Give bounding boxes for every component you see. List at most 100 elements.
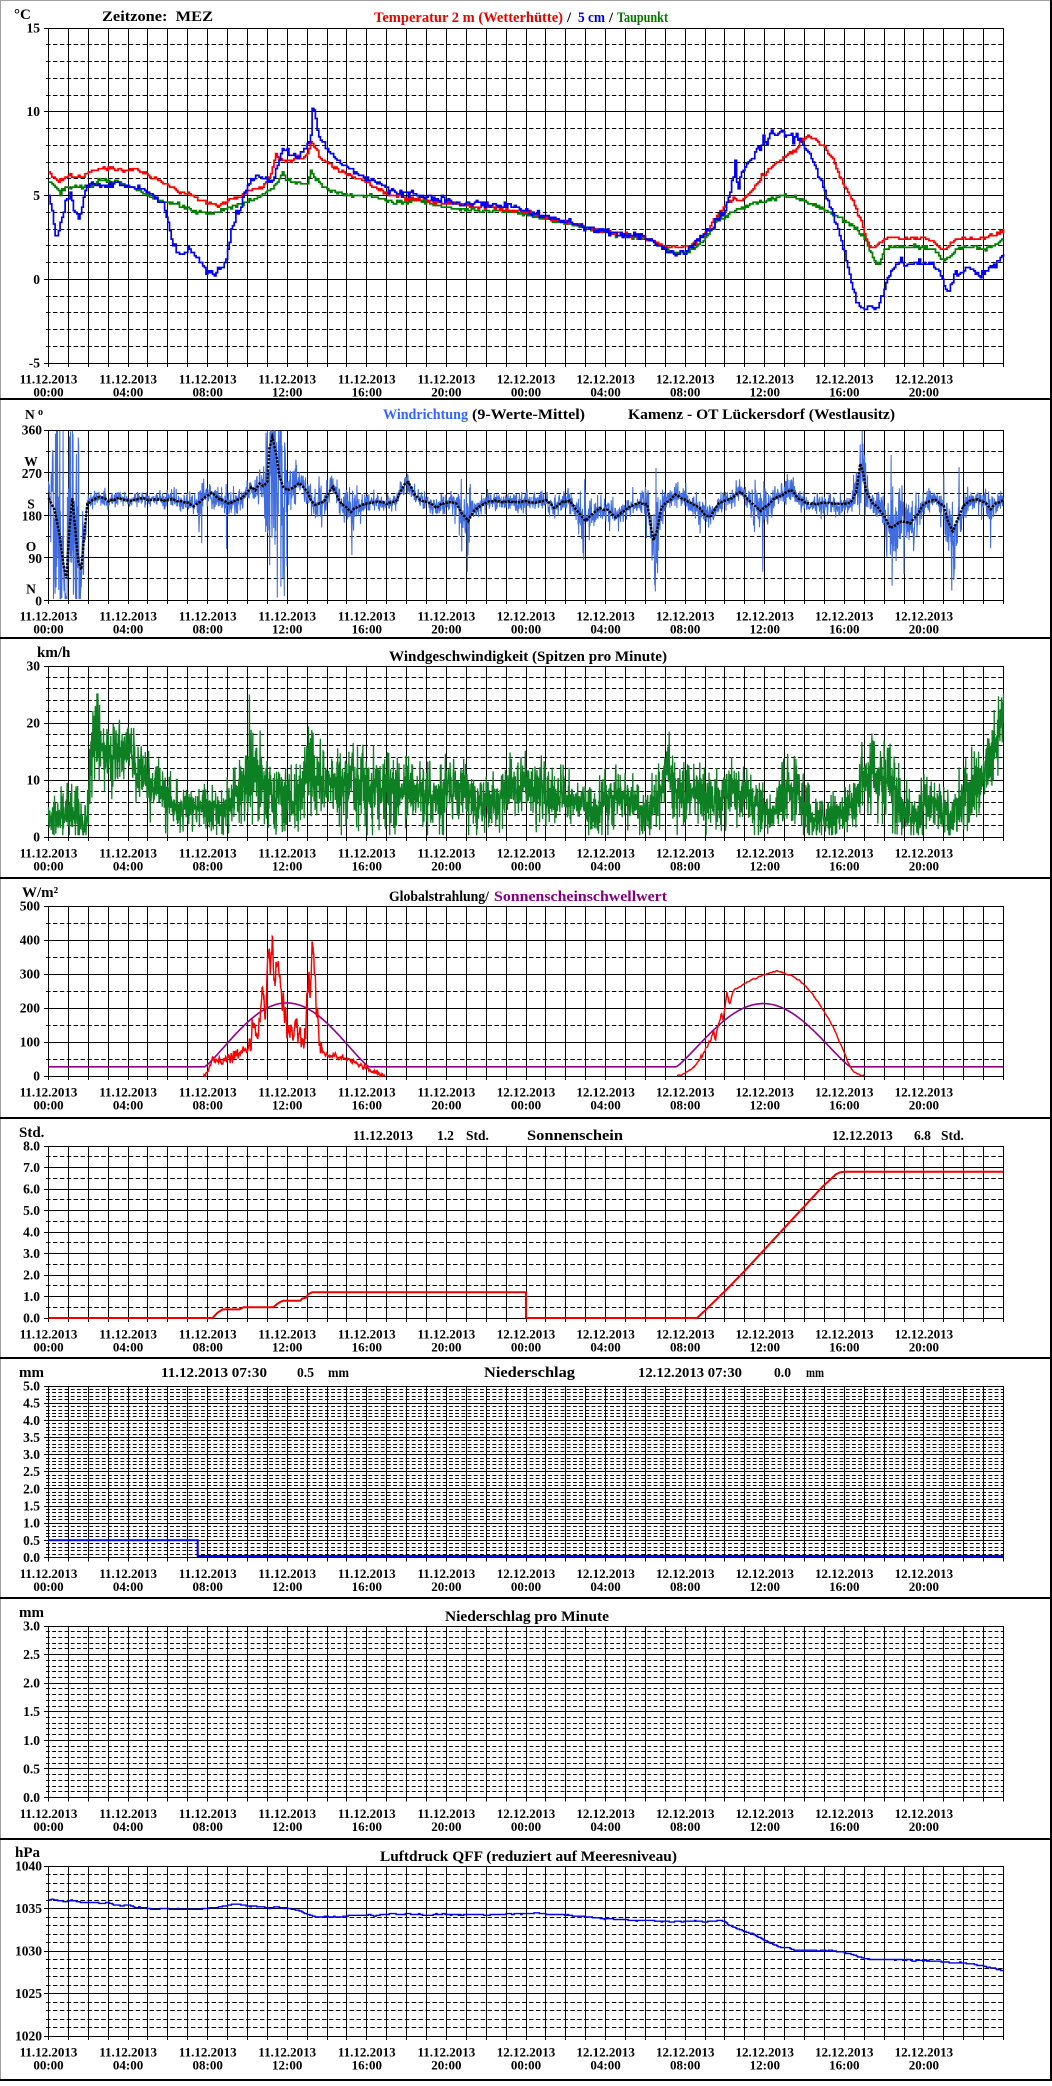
svg-text:12.12.2013: 12.12.2013 bbox=[576, 1327, 635, 1342]
svg-text:0.0: 0.0 bbox=[23, 1311, 40, 1326]
svg-text:12.12.2013: 12.12.2013 bbox=[656, 372, 715, 387]
svg-text:20:00: 20:00 bbox=[909, 1819, 939, 1834]
svg-text:10: 10 bbox=[27, 104, 41, 119]
svg-text:04:00: 04:00 bbox=[113, 385, 143, 400]
svg-text:08:00: 08:00 bbox=[670, 1098, 700, 1113]
svg-text:12.12.2013: 12.12.2013 bbox=[815, 1566, 874, 1581]
svg-text:o: o bbox=[38, 407, 43, 418]
svg-text:5: 5 bbox=[33, 188, 40, 203]
svg-text:08:00: 08:00 bbox=[193, 622, 223, 637]
svg-text:11.12.2013: 11.12.2013 bbox=[353, 1128, 413, 1143]
svg-text:12.12.2013: 12.12.2013 bbox=[576, 2045, 635, 2060]
svg-text:11.12.2013: 11.12.2013 bbox=[20, 1806, 78, 1821]
svg-text:5 cm: 5 cm bbox=[578, 10, 605, 26]
svg-text:08:00: 08:00 bbox=[670, 2058, 700, 2073]
svg-text:200: 200 bbox=[20, 1001, 41, 1016]
svg-text:O: O bbox=[26, 539, 37, 554]
svg-text:04:00: 04:00 bbox=[590, 1579, 620, 1594]
svg-text:Std.: Std. bbox=[466, 1128, 489, 1143]
svg-text:00:00: 00:00 bbox=[33, 859, 63, 874]
svg-text:S: S bbox=[27, 497, 35, 512]
svg-text:04:00: 04:00 bbox=[113, 1098, 143, 1113]
svg-text:0.5: 0.5 bbox=[23, 1761, 40, 1776]
svg-text:/: / bbox=[608, 10, 614, 26]
svg-text:20:00: 20:00 bbox=[909, 1340, 939, 1355]
svg-text:W: W bbox=[24, 454, 38, 469]
svg-text:16:00: 16:00 bbox=[352, 1819, 382, 1834]
svg-text:7.0: 7.0 bbox=[23, 1160, 40, 1175]
svg-text:11.12.2013: 11.12.2013 bbox=[20, 1085, 78, 1100]
svg-text:12.12.2013: 12.12.2013 bbox=[656, 1806, 715, 1821]
svg-text:04:00: 04:00 bbox=[590, 859, 620, 874]
svg-text:3.0: 3.0 bbox=[23, 1447, 40, 1462]
svg-text:2.0: 2.0 bbox=[23, 1268, 40, 1283]
svg-text:11.12.2013: 11.12.2013 bbox=[20, 1566, 78, 1581]
svg-text:08:00: 08:00 bbox=[193, 1819, 223, 1834]
svg-text:08:00: 08:00 bbox=[670, 1579, 700, 1594]
svg-text:12:00: 12:00 bbox=[750, 2058, 780, 2073]
svg-text:1.0: 1.0 bbox=[23, 1289, 40, 1304]
svg-text:Niederschlag: Niederschlag bbox=[484, 1365, 576, 1381]
svg-text:12:00: 12:00 bbox=[750, 622, 780, 637]
svg-text:00:00: 00:00 bbox=[33, 385, 63, 400]
svg-text:12.12.2013: 12.12.2013 bbox=[815, 1085, 874, 1100]
svg-text:16:00: 16:00 bbox=[829, 1340, 859, 1355]
svg-text:12.12.2013: 12.12.2013 bbox=[895, 846, 954, 861]
svg-text:-5: -5 bbox=[29, 356, 40, 371]
svg-text:04:00: 04:00 bbox=[590, 1819, 620, 1834]
svg-text:Globalstrahlung/: Globalstrahlung/ bbox=[389, 889, 490, 905]
svg-text:0: 0 bbox=[33, 272, 40, 287]
svg-text:12.12.2013: 12.12.2013 bbox=[895, 1085, 954, 1100]
svg-text:12:00: 12:00 bbox=[272, 1340, 302, 1355]
svg-text:0.0: 0.0 bbox=[23, 1790, 40, 1805]
svg-text:11.12.2013: 11.12.2013 bbox=[258, 1085, 316, 1100]
svg-text:10: 10 bbox=[27, 773, 41, 788]
svg-text:12.12.2013: 12.12.2013 bbox=[497, 846, 556, 861]
svg-text:04:00: 04:00 bbox=[113, 2058, 143, 2073]
svg-text:12.12.2013: 12.12.2013 bbox=[576, 1566, 635, 1581]
svg-text:00:00: 00:00 bbox=[33, 622, 63, 637]
svg-text:11.12.2013: 11.12.2013 bbox=[20, 372, 78, 387]
svg-text:Std.: Std. bbox=[941, 1128, 964, 1143]
svg-text:04:00: 04:00 bbox=[113, 1579, 143, 1594]
svg-text:11.12.2013: 11.12.2013 bbox=[99, 1085, 157, 1100]
svg-text:00:00: 00:00 bbox=[511, 2058, 541, 2073]
svg-text:00:00: 00:00 bbox=[33, 1340, 63, 1355]
svg-text:11.12.2013: 11.12.2013 bbox=[418, 2045, 476, 2060]
svg-text:12.12.2013: 12.12.2013 bbox=[656, 1566, 715, 1581]
svg-text:1.5: 1.5 bbox=[23, 1704, 40, 1719]
svg-text:12:00: 12:00 bbox=[750, 1579, 780, 1594]
svg-text:1035: 1035 bbox=[15, 1901, 42, 1916]
svg-text:12:00: 12:00 bbox=[272, 2058, 302, 2073]
svg-text:360: 360 bbox=[22, 423, 43, 438]
svg-text:16:00: 16:00 bbox=[352, 1340, 382, 1355]
svg-text:16:00: 16:00 bbox=[829, 385, 859, 400]
svg-text:3.0: 3.0 bbox=[23, 1619, 40, 1634]
svg-text:12.12.2013: 12.12.2013 bbox=[815, 609, 874, 624]
svg-text:08:00: 08:00 bbox=[193, 859, 223, 874]
svg-text:16:00: 16:00 bbox=[829, 622, 859, 637]
svg-text:16:00: 16:00 bbox=[829, 2058, 859, 2073]
svg-text:12.12.2013: 12.12.2013 bbox=[736, 1085, 795, 1100]
svg-text:11.12.2013: 11.12.2013 bbox=[258, 1806, 316, 1821]
svg-text:12.12.2013: 12.12.2013 bbox=[736, 1327, 795, 1342]
svg-text:12:00: 12:00 bbox=[272, 859, 302, 874]
svg-text:11.12.2013: 11.12.2013 bbox=[179, 1085, 237, 1100]
svg-text:11.12.2013: 11.12.2013 bbox=[338, 1085, 396, 1100]
svg-text:08:00: 08:00 bbox=[670, 622, 700, 637]
svg-text:12.12.2013: 12.12.2013 bbox=[497, 2045, 556, 2060]
svg-text:12.12.2013: 12.12.2013 bbox=[895, 1327, 954, 1342]
svg-text:12.12.2013: 12.12.2013 bbox=[736, 1806, 795, 1821]
svg-text:11.12.2013: 11.12.2013 bbox=[418, 1085, 476, 1100]
svg-text:12.12.2013: 12.12.2013 bbox=[815, 372, 874, 387]
svg-text:1.5: 1.5 bbox=[23, 1499, 40, 1514]
svg-text:4.0: 4.0 bbox=[23, 1225, 40, 1240]
svg-text:08:00: 08:00 bbox=[670, 1819, 700, 1834]
svg-text:12:00: 12:00 bbox=[750, 859, 780, 874]
svg-text:0.5: 0.5 bbox=[297, 1365, 314, 1380]
svg-text:00:00: 00:00 bbox=[511, 1098, 541, 1113]
svg-text:270: 270 bbox=[22, 466, 43, 481]
svg-text:12.12.2013: 12.12.2013 bbox=[576, 609, 635, 624]
svg-text:12.12.2013: 12.12.2013 bbox=[656, 1327, 715, 1342]
svg-text:Sonnenschein: Sonnenschein bbox=[527, 1128, 624, 1144]
